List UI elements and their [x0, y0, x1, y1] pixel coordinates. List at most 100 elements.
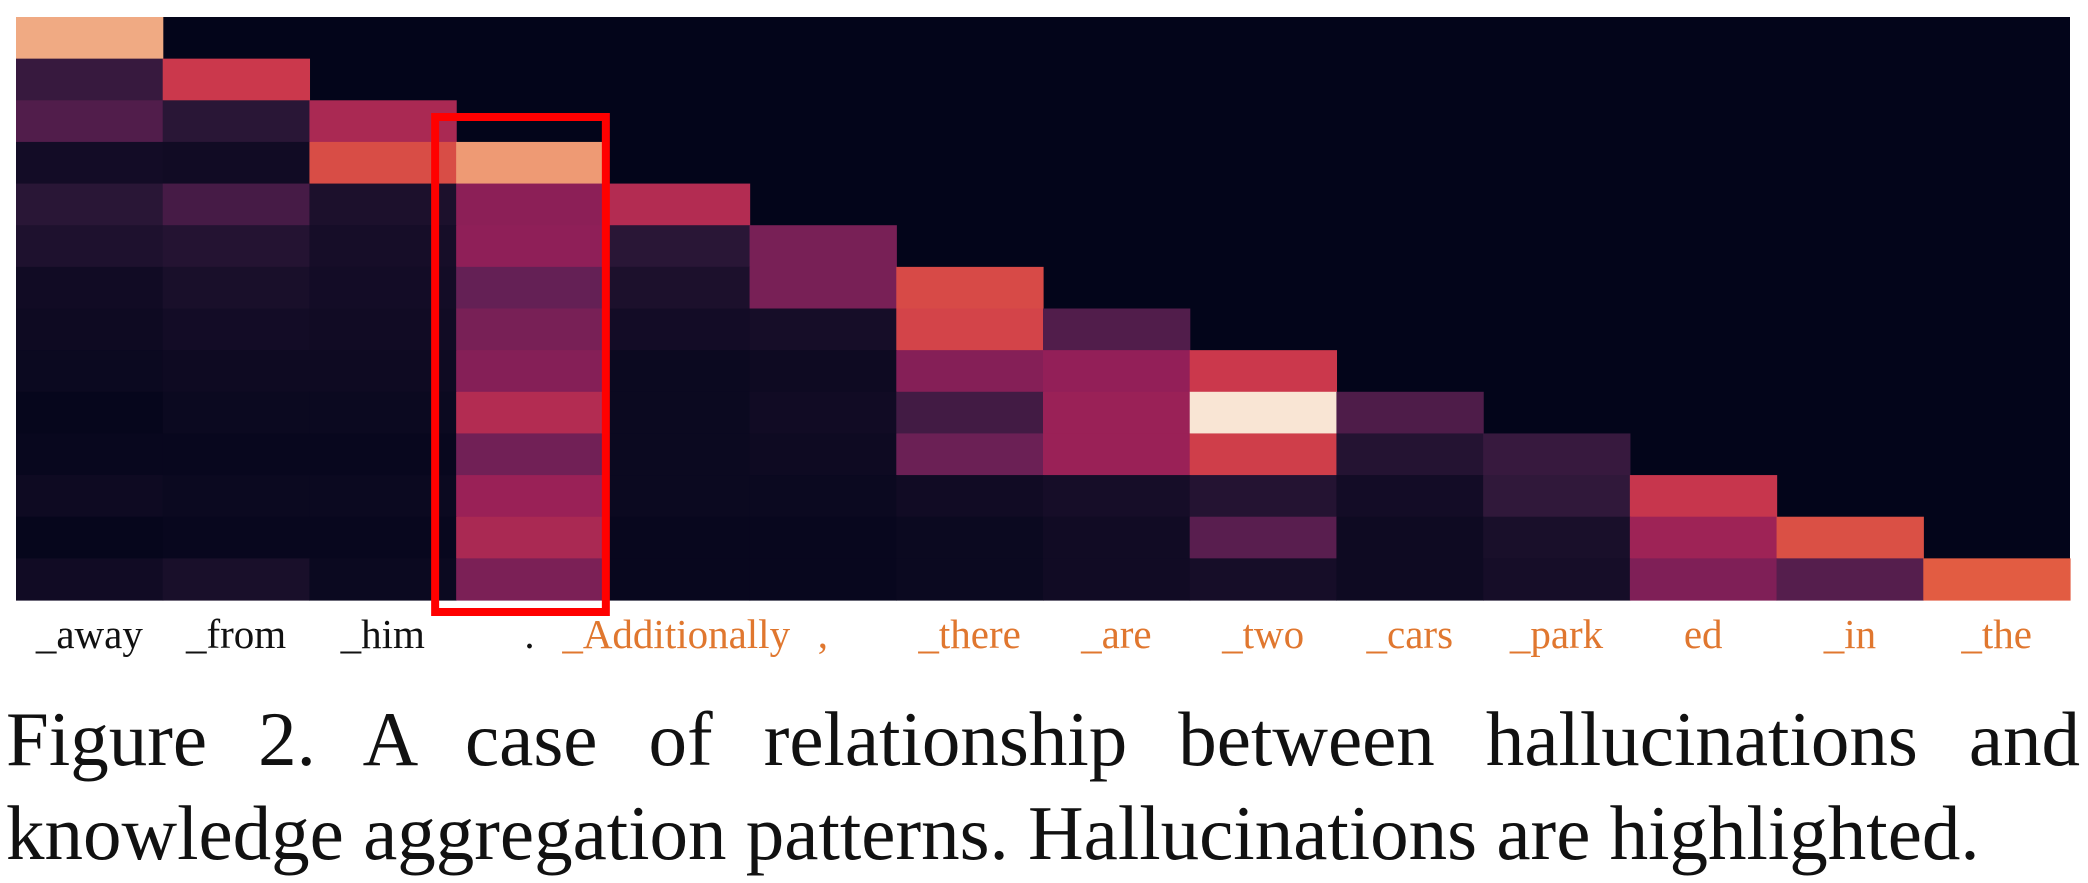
heatmap-cell-r12-c11 — [1629, 516, 1778, 559]
x-tick-label: _from — [185, 611, 286, 657]
x-tick-label: ed — [1684, 611, 1723, 657]
heatmap-cell-r9-c4 — [602, 391, 751, 435]
heatmap-cell-r7-c3 — [456, 308, 604, 351]
heatmap-cell-r1-c0 — [16, 58, 164, 101]
heatmap-cell-r11-c1 — [162, 475, 311, 518]
heatmap-cell-r4-c1 — [162, 183, 311, 226]
heatmap-cell-r12-c1 — [162, 516, 311, 559]
heatmap-cell-r5-c5 — [749, 225, 897, 268]
heatmap-cell-r10-c9 — [1336, 433, 1484, 476]
x-tick-label: _Additionally — [561, 611, 790, 657]
heatmap-cell-r13-c1 — [162, 558, 311, 601]
heatmap-cell-r9-c6 — [896, 391, 1044, 435]
heatmap-cell-r9-c0 — [16, 391, 164, 435]
heatmap-cell-r12-c6 — [896, 516, 1044, 559]
x-tick-label: _the — [1960, 611, 2032, 657]
heatmap-cell-r12-c7 — [1043, 516, 1191, 559]
heatmap-cell-r11-c9 — [1336, 475, 1484, 518]
heatmap-cell-r7-c0 — [16, 308, 164, 351]
heatmap-cell-r11-c0 — [16, 475, 164, 518]
heatmap-cell-r7-c1 — [162, 308, 311, 351]
heatmap-cell-r13-c11 — [1629, 558, 1778, 601]
heatmap-cell-r11-c3 — [456, 475, 604, 518]
heatmap-cell-r11-c7 — [1043, 475, 1191, 518]
heatmap-cell-r8-c0 — [16, 350, 164, 393]
x-tick-label: _in — [1823, 611, 1876, 657]
x-tick-label: _two — [1221, 611, 1304, 657]
heatmap-cell-r13-c9 — [1336, 558, 1484, 601]
heatmap-cell-r12-c0 — [16, 516, 164, 559]
heatmap-cell-r2-c0 — [16, 100, 164, 143]
heatmap-cell-r10-c6 — [896, 433, 1044, 476]
figure-caption: Figure 2. A case of relationship between… — [6, 692, 2080, 880]
heatmap-cell-r6-c1 — [162, 266, 311, 310]
heatmap-cell-r12-c3 — [456, 516, 604, 559]
heatmap-cell-r12-c5 — [749, 516, 897, 559]
heatmap-cell-r4-c4 — [602, 183, 751, 226]
heatmap-cell-r12-c4 — [602, 516, 751, 559]
x-tick-label: , — [818, 611, 828, 657]
x-tick-label: _there — [917, 611, 1020, 657]
heatmap-cell-r11-c5 — [749, 475, 897, 518]
x-tick-label: . — [524, 611, 534, 657]
heatmap-cell-r7-c5 — [749, 308, 897, 351]
caption-line-1: Figure 2. A case of relationship between… — [6, 696, 2080, 782]
heatmap-cell-r9-c3 — [456, 391, 604, 435]
highlight-box-col-3 — [431, 113, 610, 616]
heatmap-cell-r13-c4 — [602, 558, 751, 601]
heatmap-cell-r11-c11 — [1629, 475, 1778, 518]
heatmap-cell-r10-c5 — [749, 433, 897, 476]
heatmap-cell-r0-c0 — [16, 17, 164, 60]
heatmap-cell-r8-c3 — [456, 350, 604, 393]
heatmap-cell-r6-c0 — [16, 266, 164, 310]
heatmap-cell-r9-c9 — [1336, 391, 1484, 435]
heatmap-cell-r13-c13 — [1923, 558, 2071, 601]
x-tick-label: _away — [35, 611, 144, 657]
heatmap-cell-r8-c7 — [1043, 350, 1191, 393]
heatmap-cell-r8-c4 — [602, 350, 751, 393]
heatmap-cell-r11-c4 — [602, 475, 751, 518]
heatmap-cell-r12-c12 — [1776, 516, 1924, 559]
heatmap-cell-r6-c3 — [456, 266, 604, 310]
heatmap-cell-r12-c8 — [1189, 516, 1338, 559]
heatmap-cell-r3-c1 — [162, 141, 311, 185]
heatmap-cell-r8-c5 — [749, 350, 897, 393]
heatmap-cell-r12-c9 — [1336, 516, 1484, 559]
heatmap-cell-r10-c1 — [162, 433, 311, 476]
heatmap-cell-r4-c3 — [456, 183, 604, 226]
caption-line-2: knowledge aggregation patterns. Hallucin… — [6, 790, 1980, 876]
x-tick-label: _him — [340, 611, 425, 657]
heatmap-cell-r13-c6 — [896, 558, 1044, 601]
heatmap-cell-r5-c4 — [602, 225, 751, 268]
heatmap-cell-r1-c1 — [162, 58, 311, 101]
heatmap-cell-r7-c6 — [896, 308, 1044, 351]
heatmap-cell-r10-c7 — [1043, 433, 1191, 476]
heatmap-cell-r10-c8 — [1189, 433, 1338, 476]
heatmap-cell-r10-c10 — [1483, 433, 1631, 476]
heatmap-cell-r13-c3 — [456, 558, 604, 601]
x-tick-label: _are — [1080, 611, 1152, 657]
heatmap-cell-r13-c10 — [1483, 558, 1631, 601]
heatmap-cell-r3-c3 — [456, 141, 604, 185]
heatmap-cell-r13-c12 — [1776, 558, 1924, 601]
heatmap-cell-r13-c8 — [1189, 558, 1338, 601]
heatmap-cell-r4-c0 — [16, 183, 164, 226]
heatmap-cell-r9-c7 — [1043, 391, 1191, 435]
heatmap-cell-r13-c0 — [16, 558, 164, 601]
heatmap-cell-r10-c3 — [456, 433, 604, 476]
heatmap-cell-r9-c5 — [749, 391, 897, 435]
heatmap-cell-r8-c8 — [1189, 350, 1338, 393]
attention-heatmap: _away _from _him. _Additionally, _there _are _… — [16, 17, 2071, 657]
heatmap-cell-r6-c6 — [896, 266, 1044, 310]
heatmap-cell-r10-c4 — [602, 433, 751, 476]
heatmap-cell-r6-c4 — [602, 266, 751, 310]
heatmap-cell-r5-c3 — [456, 225, 604, 268]
heatmap-cell-r8-c1 — [162, 350, 311, 393]
heatmap-cell-r2-c1 — [162, 100, 311, 143]
heatmap-cell-r7-c7 — [1043, 308, 1191, 351]
heatmap-cell-r7-c4 — [602, 308, 751, 351]
heatmap-cell-r6-c5 — [749, 266, 897, 310]
heatmap-cell-r13-c7 — [1043, 558, 1191, 601]
heatmap-cell-r11-c6 — [896, 475, 1044, 518]
